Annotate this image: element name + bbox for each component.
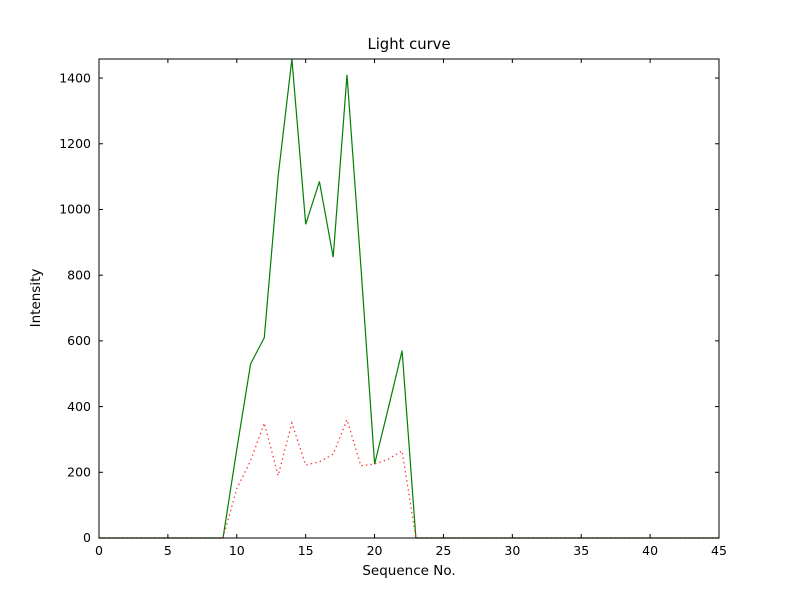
y-tick-label: 800 <box>67 267 91 282</box>
y-ticks: 0 200 400 600 800 1000 1200 1400 <box>59 70 719 545</box>
x-tick-label: 15 <box>298 543 314 558</box>
y-tick-label: 600 <box>67 333 91 348</box>
y-tick-label: 200 <box>67 464 91 479</box>
plot-area <box>98 58 720 539</box>
x-tick-label: 35 <box>573 543 589 558</box>
x-ticks: 0 5 10 15 20 25 30 35 40 45 <box>95 59 727 558</box>
x-tick-label: 45 <box>711 543 727 558</box>
x-tick-label: 5 <box>164 543 172 558</box>
y-tick-label: 1000 <box>59 202 91 217</box>
series-line-intensity-solid-green <box>99 58 719 539</box>
y-tick-label: 400 <box>67 399 91 414</box>
x-tick-label: 10 <box>229 543 245 558</box>
x-tick-label: 25 <box>435 543 451 558</box>
x-tick-label: 0 <box>95 543 103 558</box>
x-axis-label: Sequence No. <box>362 563 455 579</box>
y-axis-label: Intensity <box>28 269 44 328</box>
x-tick-label: 40 <box>642 543 658 558</box>
y-tick-label: 0 <box>83 530 91 545</box>
x-tick-label: 30 <box>504 543 520 558</box>
y-tick-label: 1200 <box>59 136 91 151</box>
y-tick-label: 1400 <box>59 70 91 85</box>
chart-title: Light curve <box>367 36 450 53</box>
x-tick-label: 20 <box>367 543 383 558</box>
series-lines <box>99 58 719 539</box>
